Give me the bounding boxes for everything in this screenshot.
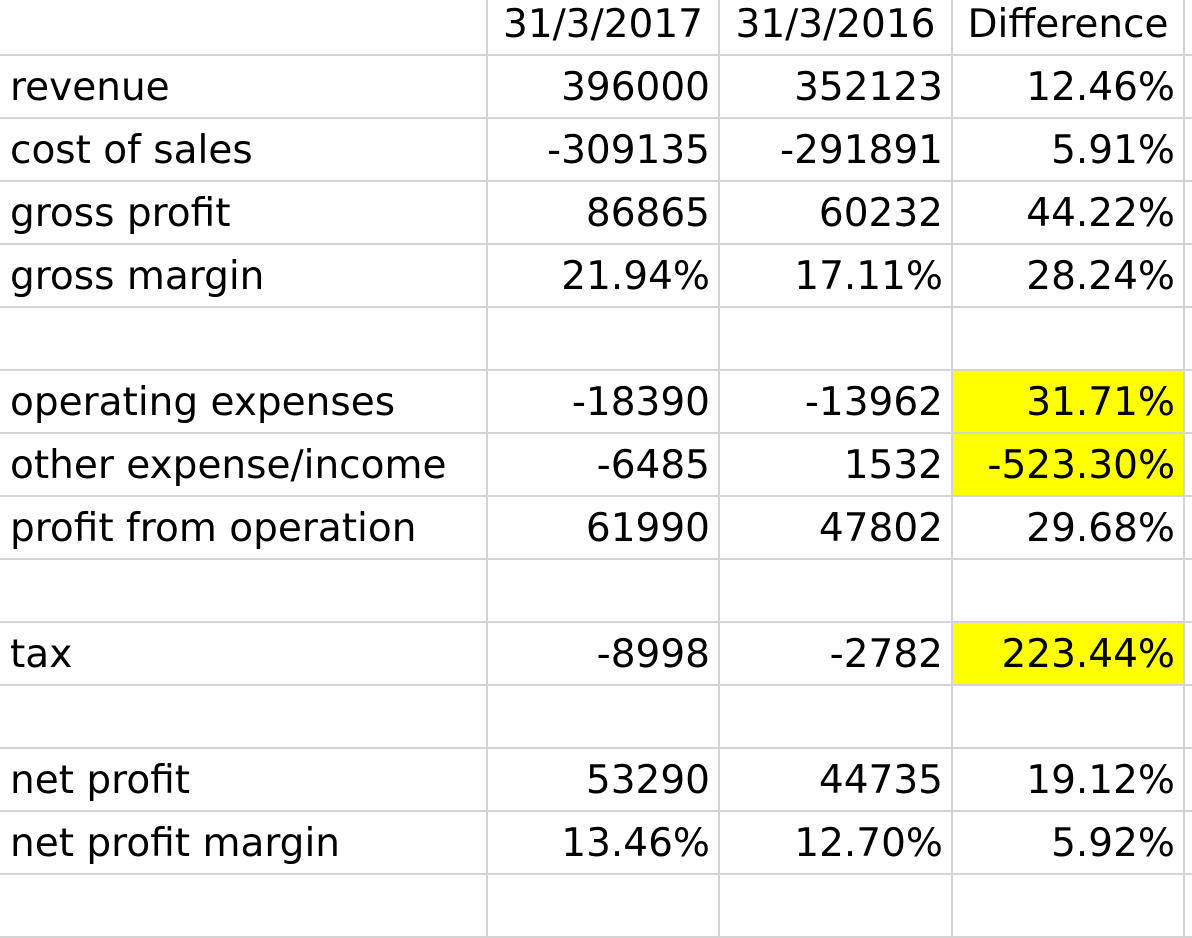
value-2016-cell[interactable]: -2782 (718, 621, 953, 686)
row-label-cell[interactable]: profit from operation (0, 495, 488, 560)
difference-cell[interactable]: -523.30% (951, 432, 1185, 497)
table-row (0, 873, 1192, 938)
table-row: tax -8998 -2782 223.44% (0, 621, 1192, 686)
table-row: revenue 396000 352123 12.46% (0, 54, 1192, 119)
value-2016-cell[interactable] (718, 873, 953, 938)
table-row (0, 684, 1192, 749)
row-label-cell[interactable]: gross profit (0, 180, 488, 245)
value-2017-cell[interactable] (486, 306, 720, 371)
difference-cell[interactable]: 5.91% (951, 117, 1185, 182)
table-row: net profit 53290 44735 19.12% (0, 747, 1192, 812)
value-2017-cell[interactable]: 396000 (486, 54, 720, 119)
value-2016-cell[interactable]: 12.70% (718, 810, 953, 875)
value-2017-cell[interactable] (486, 873, 720, 938)
value-2017-cell[interactable] (486, 558, 720, 623)
difference-cell[interactable]: 31.71% (951, 369, 1185, 434)
value-2016-cell[interactable]: 44735 (718, 747, 953, 812)
edge-cell[interactable] (1183, 558, 1192, 623)
header-cell-difference[interactable]: Difference (951, 0, 1185, 56)
edge-cell[interactable] (1183, 54, 1192, 119)
value-2016-cell[interactable] (718, 558, 953, 623)
row-label-cell[interactable]: operating expenses (0, 369, 488, 434)
difference-cell[interactable] (951, 684, 1185, 749)
header-cell-2017[interactable]: 31/3/2017 (486, 0, 720, 56)
edge-cell[interactable] (1183, 621, 1192, 686)
value-2017-cell[interactable] (486, 684, 720, 749)
header-cell-2016[interactable]: 31/3/2016 (718, 0, 953, 56)
row-label-cell[interactable] (0, 558, 488, 623)
row-label-cell[interactable]: revenue (0, 54, 488, 119)
difference-cell[interactable]: 19.12% (951, 747, 1185, 812)
edge-cell[interactable] (1183, 747, 1192, 812)
row-label-cell[interactable]: net profit margin (0, 810, 488, 875)
edge-cell[interactable] (1183, 117, 1192, 182)
edge-cell[interactable] (1183, 369, 1192, 434)
header-cell-label[interactable] (0, 0, 488, 56)
row-label-cell[interactable] (0, 306, 488, 371)
difference-cell[interactable]: 5.92% (951, 810, 1185, 875)
row-label-cell[interactable]: tax (0, 621, 488, 686)
difference-cell[interactable] (951, 558, 1185, 623)
header-row: 31/3/2017 31/3/2016 Difference (0, 0, 1192, 56)
edge-cell[interactable] (1183, 873, 1192, 938)
row-label-cell[interactable]: other expense/income (0, 432, 488, 497)
edge-cell[interactable] (1183, 684, 1192, 749)
difference-cell[interactable]: 29.68% (951, 495, 1185, 560)
table-row (0, 306, 1192, 371)
value-2017-cell[interactable]: -8998 (486, 621, 720, 686)
table-row: operating expenses -18390 -13962 31.71% (0, 369, 1192, 434)
edge-cell[interactable] (1183, 810, 1192, 875)
value-2016-cell[interactable]: 352123 (718, 54, 953, 119)
value-2017-cell[interactable]: -309135 (486, 117, 720, 182)
difference-cell[interactable]: 223.44% (951, 621, 1185, 686)
value-2016-cell[interactable] (718, 684, 953, 749)
value-2017-cell[interactable]: 53290 (486, 747, 720, 812)
edge-cell[interactable] (1183, 306, 1192, 371)
edge-cell[interactable] (1183, 495, 1192, 560)
row-label-cell[interactable] (0, 684, 488, 749)
value-2016-cell[interactable]: 17.11% (718, 243, 953, 308)
table-row: cost of sales -309135 -291891 5.91% (0, 117, 1192, 182)
value-2017-cell[interactable]: -18390 (486, 369, 720, 434)
edge-cell[interactable] (1183, 243, 1192, 308)
edge-cell[interactable] (1183, 180, 1192, 245)
value-2017-cell[interactable]: 13.46% (486, 810, 720, 875)
table-row: gross profit 86865 60232 44.22% (0, 180, 1192, 245)
value-2017-cell[interactable]: 86865 (486, 180, 720, 245)
table-row: profit from operation 61990 47802 29.68% (0, 495, 1192, 560)
table-row: net profit margin 13.46% 12.70% 5.92% (0, 810, 1192, 875)
difference-cell[interactable]: 12.46% (951, 54, 1185, 119)
value-2016-cell[interactable]: 60232 (718, 180, 953, 245)
table-row (0, 558, 1192, 623)
row-label-cell[interactable]: net profit (0, 747, 488, 812)
difference-cell[interactable]: 28.24% (951, 243, 1185, 308)
difference-cell[interactable] (951, 306, 1185, 371)
value-2017-cell[interactable]: 21.94% (486, 243, 720, 308)
value-2016-cell[interactable] (718, 306, 953, 371)
difference-cell[interactable] (951, 873, 1185, 938)
value-2016-cell[interactable]: -291891 (718, 117, 953, 182)
edge-cell[interactable] (1183, 432, 1192, 497)
edge-cell[interactable] (1183, 0, 1192, 56)
row-label-cell[interactable]: cost of sales (0, 117, 488, 182)
difference-cell[interactable]: 44.22% (951, 180, 1185, 245)
row-label-cell[interactable]: gross margin (0, 243, 488, 308)
table-row: gross margin 21.94% 17.11% 28.24% (0, 243, 1192, 308)
value-2017-cell[interactable]: -6485 (486, 432, 720, 497)
row-label-cell[interactable] (0, 873, 488, 938)
value-2017-cell[interactable]: 61990 (486, 495, 720, 560)
table-row: other expense/income -6485 1532 -523.30% (0, 432, 1192, 497)
value-2016-cell[interactable]: 47802 (718, 495, 953, 560)
value-2016-cell[interactable]: 1532 (718, 432, 953, 497)
value-2016-cell[interactable]: -13962 (718, 369, 953, 434)
